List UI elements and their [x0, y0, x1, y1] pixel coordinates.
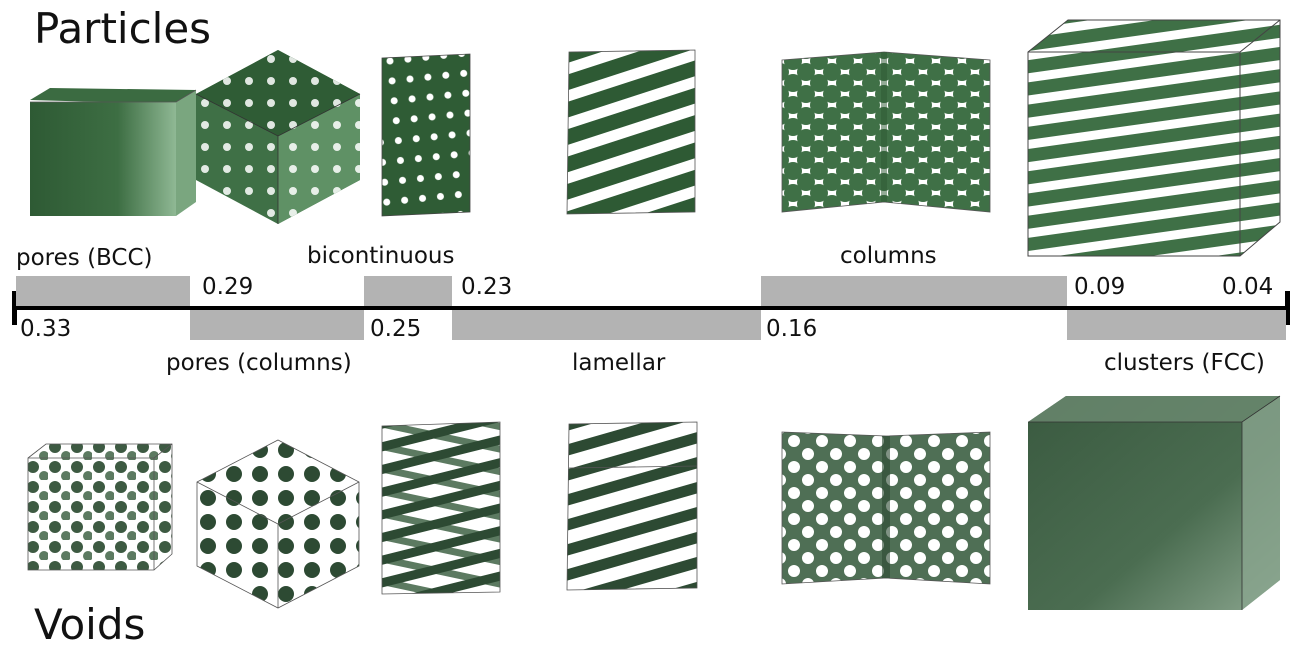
voids-render-pores-columns [195, 438, 361, 610]
value-0-23: 0.23 [461, 274, 513, 300]
voids-render-lamellar [565, 420, 701, 592]
voids-render-clusters-fcc [1026, 392, 1282, 614]
value-0-09: 0.09 [1074, 274, 1126, 300]
particles-render-bicontinuous [380, 52, 472, 218]
band-pores-bcc [16, 276, 190, 306]
volume-fraction-axis [14, 306, 1290, 310]
particles-render-clusters-fcc [1026, 16, 1282, 260]
band-lamellar [452, 310, 761, 340]
value-0-04: 0.04 [1222, 274, 1274, 300]
label-pores-bcc: pores (BCC) [16, 245, 153, 271]
label-clusters-fcc: clusters (FCC) [1104, 350, 1265, 376]
particles-render-pores-columns [194, 48, 362, 224]
particles-render-columns [780, 50, 992, 214]
axis-left-end-tick [12, 291, 17, 325]
band-bicontinuous [364, 276, 452, 306]
axis-right-end-tick [1285, 291, 1290, 325]
label-lamellar: lamellar [572, 350, 666, 376]
particles-render-lamellar [565, 48, 699, 216]
label-bicontinuous: bicontinuous [307, 243, 455, 269]
value-0-25: 0.25 [370, 316, 422, 342]
voids-title: Voids [34, 600, 146, 649]
value-0-33: 0.33 [20, 316, 72, 342]
voids-render-pores-bcc [26, 440, 174, 574]
value-0-16: 0.16 [766, 316, 818, 342]
label-columns: columns [840, 243, 937, 269]
value-0-29: 0.29 [202, 274, 254, 300]
voids-render-columns [780, 428, 992, 588]
band-clusters-fcc [1067, 310, 1286, 340]
band-pores-columns [190, 310, 364, 340]
label-pores-columns: pores (columns) [166, 350, 352, 376]
voids-render-bicontinuous [380, 420, 502, 596]
particles-title: Particles [34, 4, 212, 53]
band-columns [761, 276, 1067, 306]
particles-render-pores-bcc [24, 86, 200, 218]
